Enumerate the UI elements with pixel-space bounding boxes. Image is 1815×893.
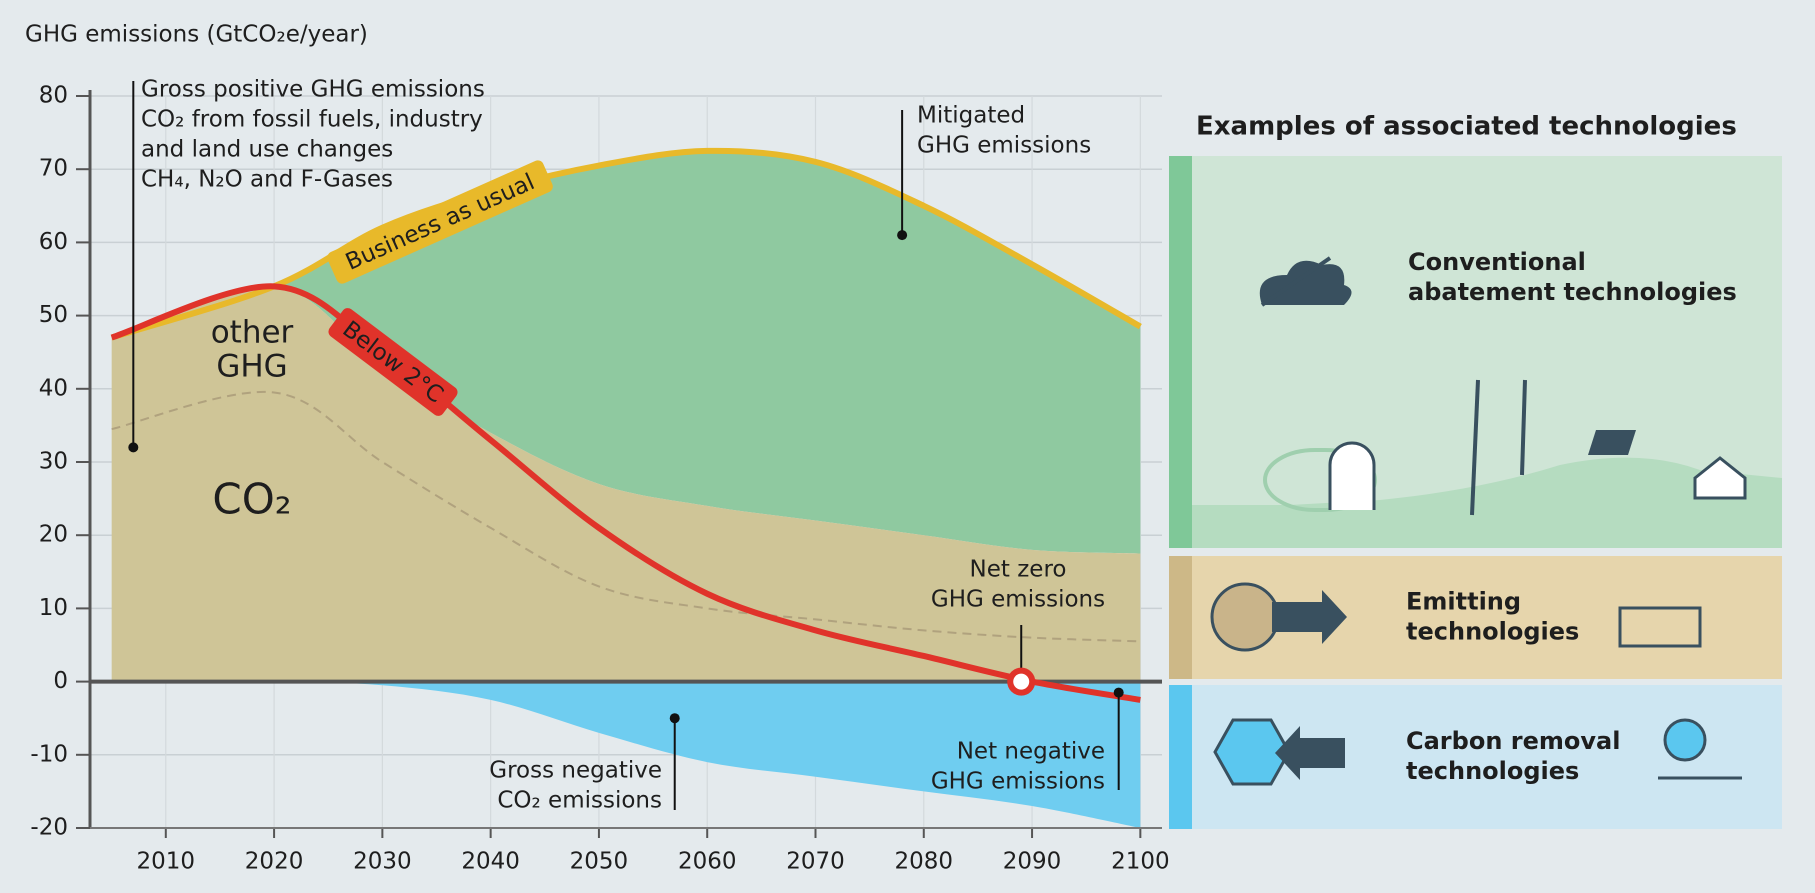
page: GHG emissions (GtCO₂e/year) -20-10010203… <box>0 0 1815 893</box>
area-label: other <box>211 315 294 351</box>
x-tick-label: 2010 <box>137 849 196 875</box>
y-tick-label: 30 <box>39 449 68 475</box>
tech-label: Emitting <box>1406 588 1521 616</box>
x-tick-label: 2040 <box>461 849 520 875</box>
chart-title: GHG emissions (GtCO₂e/year) <box>25 22 368 48</box>
annotation-text: GHG emissions <box>931 769 1105 795</box>
tech-stripe <box>1169 685 1192 829</box>
x-tick-label: 2100 <box>1111 849 1170 875</box>
annotation-text: Mitigated <box>917 103 1025 129</box>
x-tick-label: 2070 <box>786 849 845 875</box>
panel-title: Examples of associated technologies <box>1196 112 1737 142</box>
area-label: CO₂ <box>212 475 291 524</box>
y-tick-label: 0 <box>53 668 68 694</box>
annotation-text: GHG emissions <box>931 587 1105 613</box>
x-tick-label: 2020 <box>245 849 304 875</box>
annotation-text: and land use changes <box>141 137 393 163</box>
annotation-text: CO₂ from fossil fuels, industry <box>141 107 483 133</box>
y-tick-label: 50 <box>39 302 68 328</box>
reactor <box>1330 443 1374 510</box>
y-tick-label: 20 <box>39 522 68 548</box>
annotation-text: GHG emissions <box>917 133 1091 159</box>
tree <box>1665 720 1705 760</box>
y-tick-label: -10 <box>30 741 68 767</box>
annotation-text: Gross negative <box>489 758 662 784</box>
x-tick-label: 2080 <box>895 849 954 875</box>
x-tick-label: 2060 <box>678 849 737 875</box>
y-tick-label: 60 <box>39 229 68 255</box>
tech-stripe <box>1169 556 1192 679</box>
area-label: GHG <box>216 349 287 385</box>
tech-label: Conventional <box>1408 248 1586 276</box>
x-tick-label: 2030 <box>353 849 412 875</box>
chart: GHG emissions (GtCO₂e/year) -20-10010203… <box>0 0 1815 893</box>
annotation-dot <box>670 713 680 723</box>
solar <box>1588 430 1636 455</box>
annotation-dot <box>1114 688 1124 698</box>
annotation-text: Net zero <box>970 557 1067 583</box>
tech-label: abatement technologies <box>1408 278 1737 306</box>
annotation-dot <box>897 230 907 240</box>
y-tick-label: 70 <box>39 156 68 182</box>
tech-label: technologies <box>1406 618 1579 646</box>
tech-label: technologies <box>1406 757 1579 785</box>
y-tick-label: 80 <box>39 83 68 109</box>
y-tick-label: 40 <box>39 375 68 401</box>
x-tick-label: 2050 <box>570 849 629 875</box>
x-tick-label: 2090 <box>1003 849 1062 875</box>
y-tick-label: -20 <box>30 815 68 841</box>
rock <box>1212 584 1278 650</box>
net-zero-marker <box>1010 671 1032 693</box>
y-tick-label: 10 <box>39 595 68 621</box>
annotation-dot <box>128 442 138 452</box>
tech-stripe <box>1169 156 1192 548</box>
tech-label: Carbon removal <box>1406 727 1620 755</box>
annotation-text: Net negative <box>957 739 1105 765</box>
annotation-text: CH₄, N₂O and F-Gases <box>141 167 393 193</box>
annotation-text: CO₂ emissions <box>497 788 662 814</box>
annotation-text: Gross positive GHG emissions <box>141 77 485 103</box>
